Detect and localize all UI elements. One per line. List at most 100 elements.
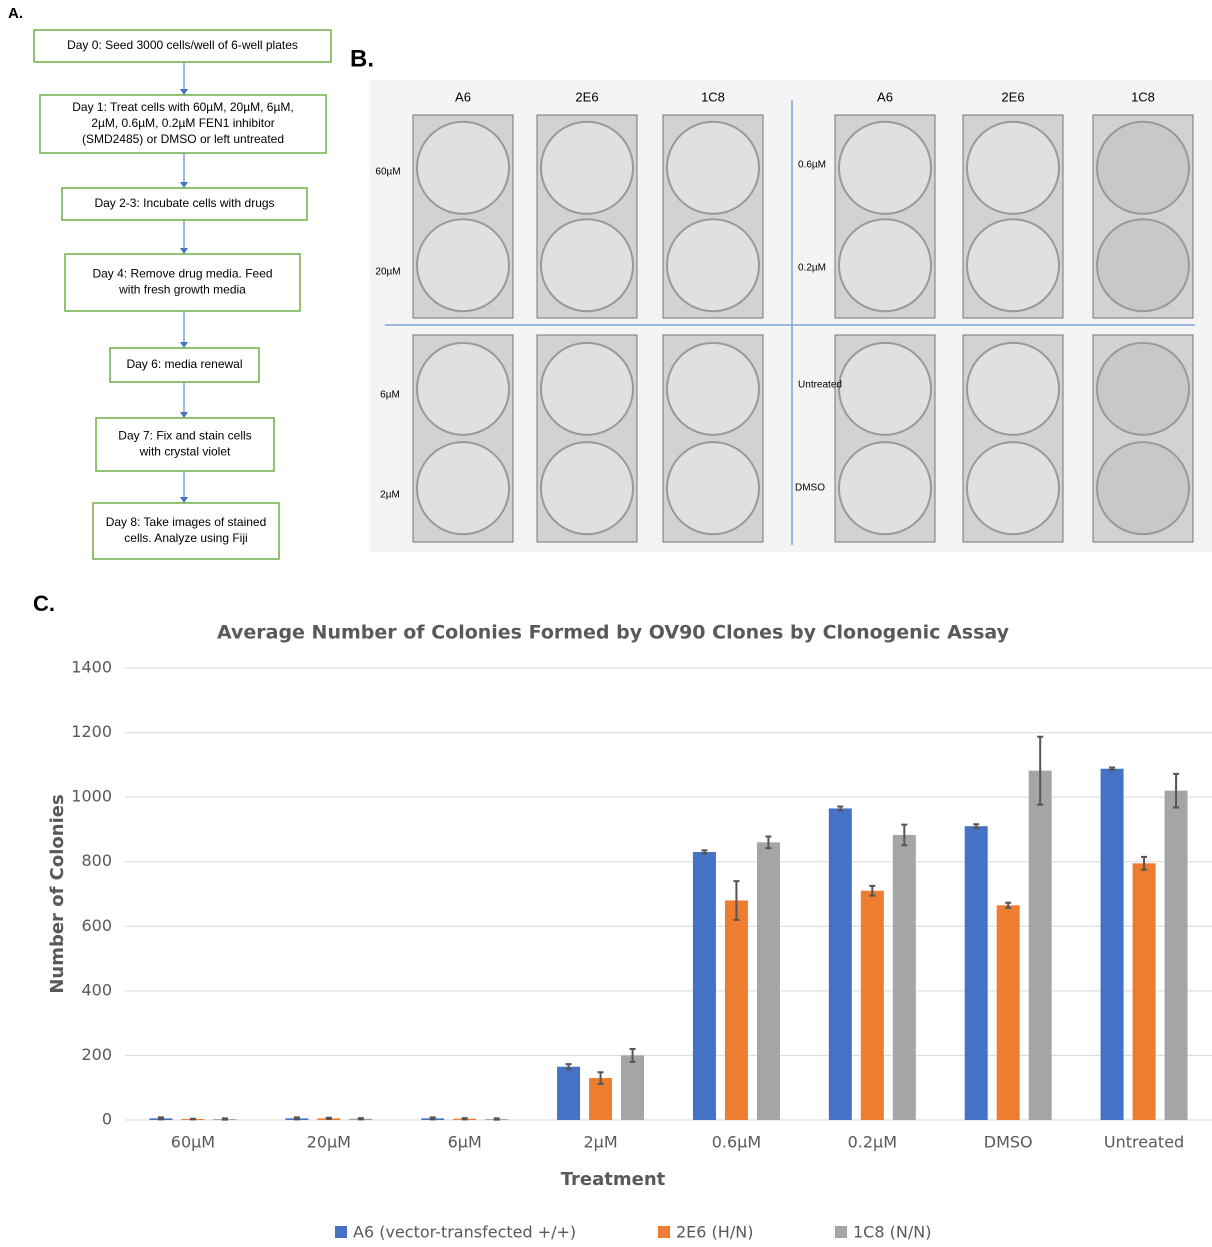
row-label: 0.6µM [798,160,826,171]
well [967,343,1059,435]
column-label: 1C8 [701,89,725,104]
legend-swatch [335,1226,347,1238]
row-label: Untreated [798,380,842,391]
well [667,442,759,534]
flow-text: 2µM, 0.6µM, 0.2µM FEN1 inhibitor [91,116,274,130]
x-tick-label: 0.6µM [712,1133,761,1152]
arrow-head [180,412,188,418]
well [1097,343,1189,435]
arrow-head [180,497,188,503]
bar [1133,863,1156,1120]
flow-text: Day 6: media renewal [126,357,242,371]
legend-label: 1C8 (N/N) [853,1223,931,1242]
well [667,343,759,435]
flow-text: Day 8: Take images of stained [106,515,267,529]
well [967,122,1059,214]
y-axis-label: Number of Colonies [47,794,68,993]
flow-text: Day 7: Fix and stain cells [118,429,251,443]
well [541,442,633,534]
well [1097,442,1189,534]
bar [1029,771,1052,1120]
bar [965,826,988,1120]
error-bar [326,1118,332,1119]
well [839,219,931,311]
column-label: 2E6 [575,89,598,104]
y-tick-label: 200 [81,1045,112,1064]
well [839,343,931,435]
flow-text: cells. Analyze using Fiji [124,531,247,545]
x-tick-label: Untreated [1104,1133,1184,1152]
well [1097,219,1189,311]
x-tick-label: 60µM [171,1133,215,1152]
flow-text: Day 0: Seed 3000 cells/well of 6-well pl… [67,38,298,52]
bar [621,1055,644,1120]
error-bar [294,1117,300,1119]
bar [861,891,884,1120]
bar [997,905,1020,1120]
bar [757,842,780,1120]
y-tick-label: 800 [81,851,112,870]
column-label: A6 [455,89,471,104]
well [967,219,1059,311]
well [839,122,931,214]
y-tick-label: 1200 [71,722,112,741]
error-bar [494,1118,500,1119]
panel-label: C. [33,591,55,616]
arrow-head [180,342,188,348]
row-label: 6µM [380,390,400,401]
x-tick-label: 0.2µM [848,1133,897,1152]
figure: A. B. C. Average Number of Colonies Form… [0,0,1212,1247]
bar [829,808,852,1120]
legend-label: 2E6 (H/N) [676,1223,753,1242]
row-label: 60µM [375,167,400,178]
column-label: 1C8 [1131,89,1155,104]
x-tick-label: 20µM [307,1133,351,1152]
arrow-head [180,182,188,188]
y-tick-label: 0 [102,1110,112,1129]
y-tick-label: 600 [81,916,112,935]
flow-text: Day 4: Remove drug media. Feed [92,267,272,281]
x-tick-label: 6µM [448,1133,482,1152]
error-bar [190,1119,196,1120]
flow-text: Day 2-3: Incubate cells with drugs [94,196,274,210]
error-bar [430,1117,436,1119]
panel-label: A. [8,5,23,22]
flow-text: (SMD2485) or DMSO or left untreated [82,132,284,146]
well [541,219,633,311]
y-tick-label: 400 [81,980,112,999]
well [541,343,633,435]
bar [1101,769,1124,1120]
column-label: 2E6 [1001,89,1024,104]
well [967,442,1059,534]
error-bar [462,1118,468,1119]
bar [557,1067,580,1120]
row-label: 2µM [380,490,400,501]
bar [893,835,916,1120]
well [541,122,633,214]
well [1097,122,1189,214]
well [417,343,509,435]
row-label: DMSO [795,483,825,494]
row-label: 20µM [375,267,400,278]
y-tick-label: 1400 [71,658,112,677]
well [667,122,759,214]
error-bar [158,1117,164,1119]
legend-swatch [835,1226,847,1238]
flow-text: Day 1: Treat cells with 60µM, 20µM, 6µM, [72,100,293,114]
x-tick-label: DMSO [984,1133,1033,1152]
well [417,442,509,534]
legend-label: A6 (vector-transfected +/+) [353,1223,576,1242]
error-bar [358,1118,364,1119]
y-tick-label: 1000 [71,787,112,806]
well [417,122,509,214]
flow-text: with fresh growth media [118,283,246,297]
legend-swatch [658,1226,670,1238]
arrow-head [180,248,188,254]
x-tick-label: 2µM [583,1133,617,1152]
well [667,219,759,311]
bar [1165,791,1188,1120]
column-label: A6 [877,89,893,104]
x-axis-label: Treatment [561,1169,666,1190]
bar [725,900,748,1120]
bar [693,852,716,1120]
